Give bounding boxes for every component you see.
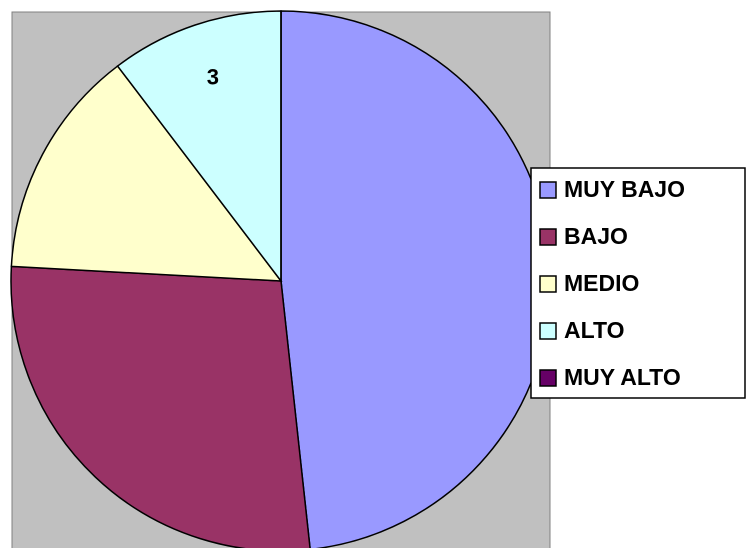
pie-slice <box>10 265 311 548</box>
legend <box>530 167 746 399</box>
legend-swatch <box>539 181 557 199</box>
legend-label: MUY ALTO <box>564 364 681 390</box>
pie-slice <box>10 65 283 282</box>
legend-label: MUY BAJO <box>564 176 685 202</box>
legend-label: ALTO <box>564 317 624 343</box>
legend-label: BAJO <box>564 223 628 249</box>
legend-label: MEDIO <box>564 270 639 296</box>
legend-swatch <box>539 228 557 246</box>
pie: 3 <box>10 10 552 548</box>
legend-entries: MUY BAJO BAJO MEDIO ALTO MUY ALTO <box>539 176 685 390</box>
legend-swatch <box>539 369 557 387</box>
pie-slice <box>116 10 282 284</box>
data-label: 3 <box>207 65 219 90</box>
legend-swatch <box>539 322 557 340</box>
legend-swatch <box>539 275 557 293</box>
